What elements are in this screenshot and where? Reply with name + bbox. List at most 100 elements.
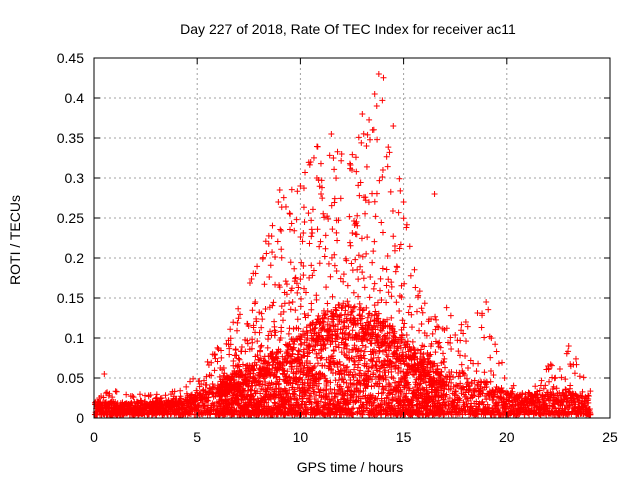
data-point xyxy=(273,374,280,381)
data-point xyxy=(276,284,283,291)
data-point xyxy=(272,253,279,260)
y-tick-label: 0.3 xyxy=(65,170,85,186)
data-point xyxy=(346,213,353,220)
data-point xyxy=(259,381,266,388)
data-point xyxy=(297,404,304,411)
data-point xyxy=(538,377,545,384)
data-point xyxy=(327,385,334,392)
data-point xyxy=(333,229,340,236)
data-point xyxy=(573,361,580,368)
data-point xyxy=(295,351,302,358)
data-point xyxy=(253,318,260,325)
data-point xyxy=(235,355,242,362)
data-point xyxy=(347,242,354,249)
data-point xyxy=(390,123,397,129)
data-point xyxy=(481,369,488,376)
data-point xyxy=(348,260,355,267)
data-point xyxy=(204,397,211,404)
data-point xyxy=(371,280,378,287)
data-point xyxy=(364,234,371,241)
data-point xyxy=(406,243,413,250)
data-point xyxy=(101,371,108,377)
data-point xyxy=(250,322,257,329)
data-point xyxy=(363,143,370,149)
y-axis-label: ROTI / TECUs xyxy=(7,195,23,285)
data-point xyxy=(248,345,255,352)
data-point xyxy=(368,383,375,390)
data-point xyxy=(289,380,296,387)
data-point xyxy=(294,316,301,323)
data-point xyxy=(349,327,356,334)
data-point xyxy=(389,207,396,214)
data-point xyxy=(356,192,363,199)
data-point xyxy=(419,309,426,316)
data-point xyxy=(394,264,401,271)
data-point xyxy=(327,273,334,280)
data-point xyxy=(483,299,490,305)
data-point xyxy=(171,388,178,395)
data-point xyxy=(385,276,392,283)
data-point xyxy=(546,378,553,385)
data-point xyxy=(278,324,285,331)
data-point xyxy=(221,370,228,377)
data-point xyxy=(361,284,368,291)
data-point xyxy=(314,143,321,150)
data-point xyxy=(252,382,259,389)
data-point xyxy=(109,394,116,401)
data-point xyxy=(286,299,293,306)
data-point xyxy=(346,239,353,246)
data-point xyxy=(358,235,365,242)
data-point xyxy=(350,289,357,296)
data-point xyxy=(262,305,269,312)
data-point xyxy=(431,191,438,197)
data-point xyxy=(408,324,415,331)
data-point xyxy=(283,281,290,288)
data-point xyxy=(123,391,130,398)
data-point xyxy=(572,355,579,362)
data-point xyxy=(315,312,322,319)
data-point xyxy=(290,341,297,348)
data-point xyxy=(308,233,315,240)
data-point xyxy=(214,344,221,351)
data-point xyxy=(384,163,391,170)
data-point xyxy=(400,199,407,205)
data-point xyxy=(282,203,289,210)
data-point xyxy=(277,348,284,355)
data-point xyxy=(413,308,420,315)
data-point xyxy=(293,216,300,223)
data-point xyxy=(120,411,127,418)
data-point xyxy=(463,338,470,345)
data-point xyxy=(396,308,403,315)
data-point xyxy=(314,226,321,233)
data-point xyxy=(218,354,225,361)
data-point xyxy=(370,285,377,292)
data-point xyxy=(284,352,291,359)
data-point xyxy=(324,300,331,307)
data-point xyxy=(211,384,218,391)
x-tick-label: 0 xyxy=(90,429,98,445)
data-point xyxy=(375,71,382,77)
data-point xyxy=(296,392,303,399)
data-point xyxy=(153,391,160,398)
data-point xyxy=(294,289,301,296)
data-point xyxy=(440,350,447,357)
data-point xyxy=(443,304,450,311)
data-point xyxy=(211,351,218,358)
data-point xyxy=(372,213,379,220)
data-point xyxy=(322,245,329,252)
data-point xyxy=(300,204,307,211)
data-point xyxy=(309,206,316,213)
data-point xyxy=(319,195,326,202)
data-point xyxy=(486,333,493,340)
data-point xyxy=(306,240,313,247)
data-point xyxy=(271,369,278,376)
data-point xyxy=(250,367,257,374)
data-point xyxy=(245,323,252,330)
data-point xyxy=(253,361,260,368)
data-point xyxy=(478,324,485,331)
data-point xyxy=(208,372,215,379)
data-point xyxy=(322,232,329,239)
data-point xyxy=(202,388,209,395)
data-point xyxy=(210,383,217,390)
axis-ticks xyxy=(93,57,611,419)
